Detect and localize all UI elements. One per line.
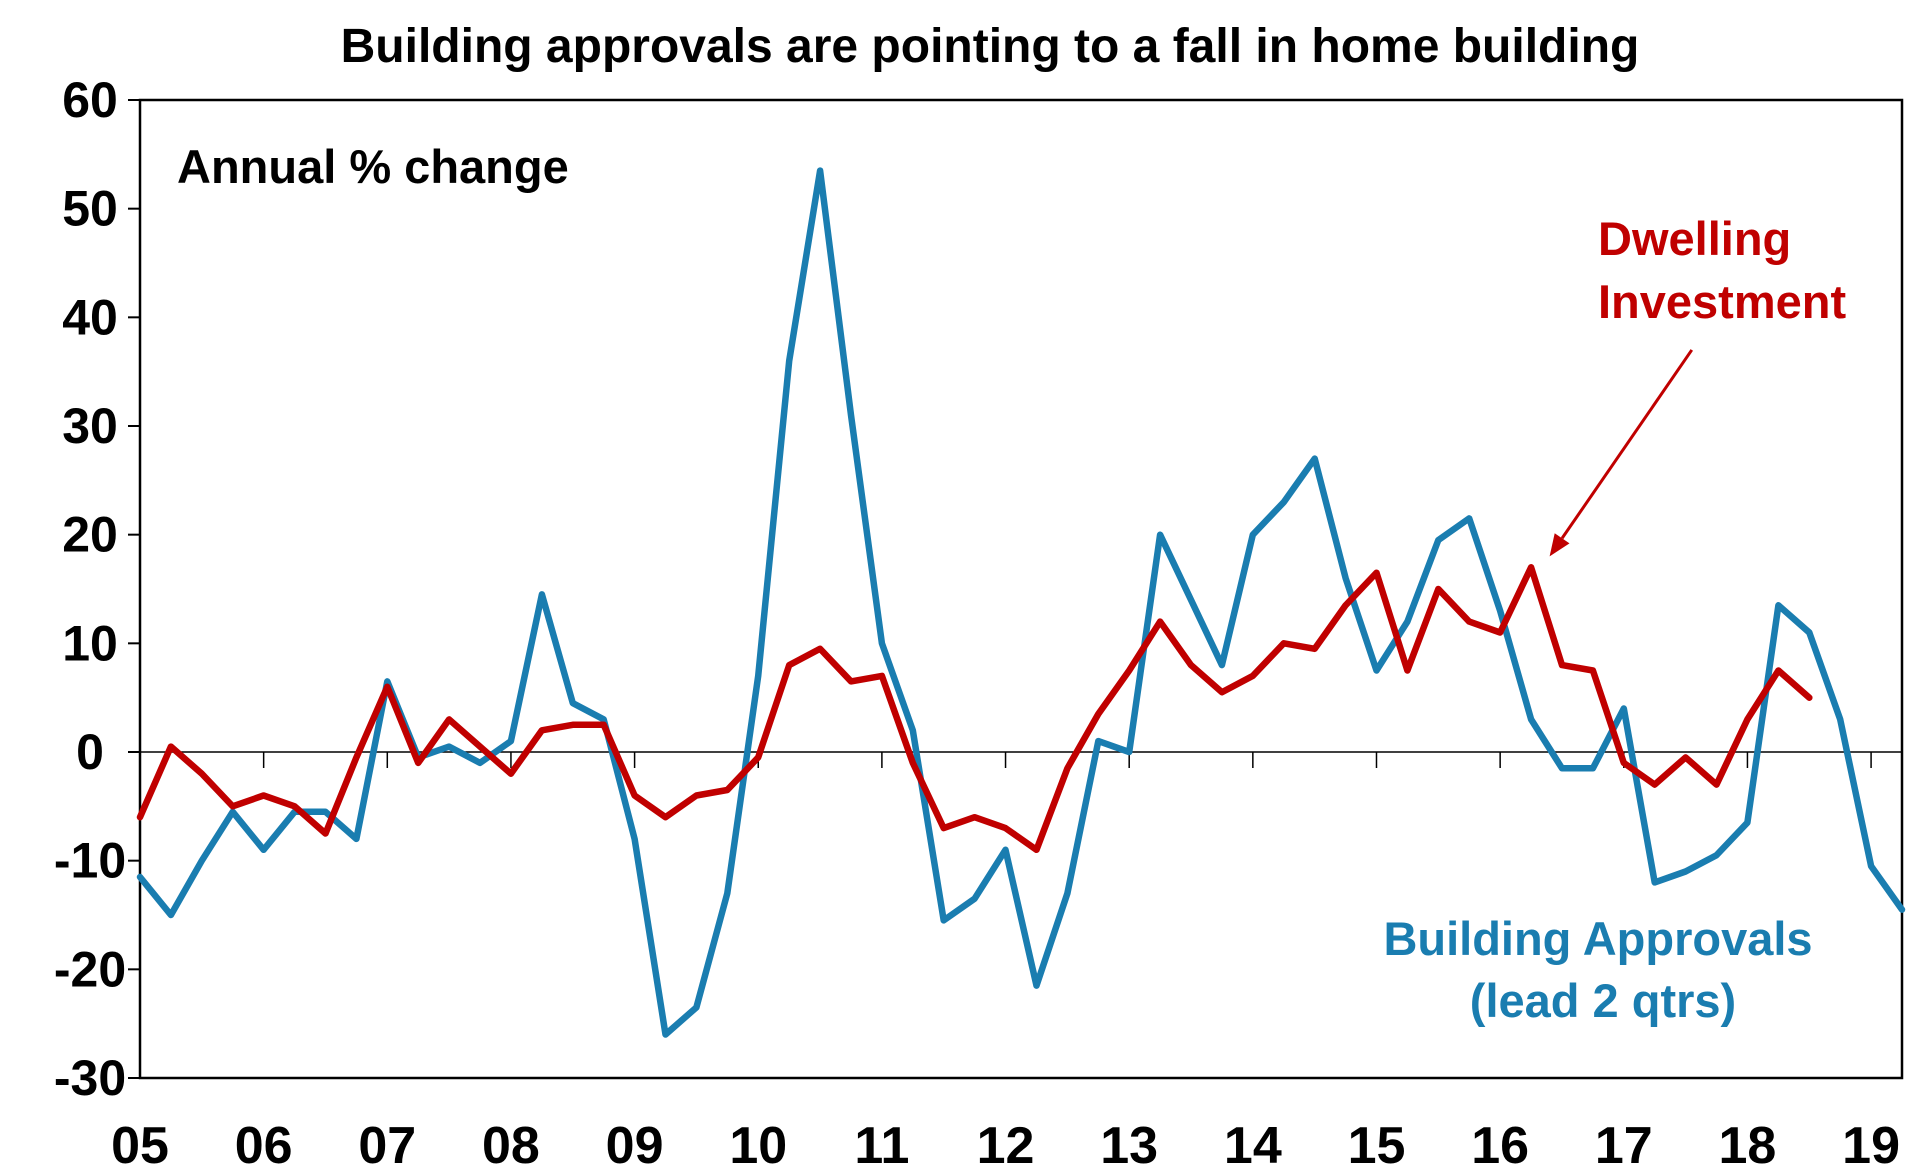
building-approvals-label-line1: Building Approvals xyxy=(1383,912,1812,965)
arrow-line xyxy=(1560,349,1694,540)
x-tick-label: 06 xyxy=(235,1117,293,1167)
y-tick-label: 20 xyxy=(62,507,118,563)
chart-title: Building approvals are pointing to a fal… xyxy=(341,20,1640,73)
plot-frame xyxy=(138,98,1904,1080)
x-tick-label: 08 xyxy=(482,1117,540,1167)
x-tick-label: 16 xyxy=(1471,1117,1529,1167)
arrow-head xyxy=(1549,533,1570,557)
dwelling-investment-label-line2: Investment xyxy=(1598,275,1846,328)
chart-annotation: Annual % change xyxy=(177,140,569,193)
x-tick-label: 14 xyxy=(1224,1117,1282,1167)
y-tick-label: -20 xyxy=(54,941,126,997)
series-line-building-approvals xyxy=(136,167,1906,1038)
x-tick-label: 10 xyxy=(729,1117,787,1167)
building-approvals-label-line2: (lead 2 qtrs) xyxy=(1470,974,1736,1027)
y-tick-label: -30 xyxy=(54,1050,126,1106)
y-tick-label: 30 xyxy=(62,398,118,454)
x-tick-label: 17 xyxy=(1595,1117,1653,1167)
x-tick-label: 05 xyxy=(111,1117,169,1167)
y-tick-label: 60 xyxy=(62,72,118,128)
x-tick-label: 19 xyxy=(1842,1117,1900,1167)
x-tick-label: 15 xyxy=(1348,1117,1406,1167)
series-line-dwelling-investment xyxy=(136,564,1813,854)
y-tick-label: 0 xyxy=(76,724,104,780)
y-tick-label: -10 xyxy=(54,833,126,889)
y-tick-label: 10 xyxy=(62,615,118,671)
y-tick-label: 50 xyxy=(62,181,118,237)
y-tick-label: 40 xyxy=(62,289,118,345)
x-tick-label: 07 xyxy=(358,1117,416,1167)
x-tick-label: 09 xyxy=(606,1117,664,1167)
x-tick-label: 13 xyxy=(1100,1117,1158,1167)
x-tick-label: 18 xyxy=(1719,1117,1777,1167)
dwelling-investment-label-line1: Dwelling xyxy=(1598,212,1791,265)
x-tick-label: 12 xyxy=(977,1117,1035,1167)
x-tick-label: 11 xyxy=(854,1117,909,1167)
